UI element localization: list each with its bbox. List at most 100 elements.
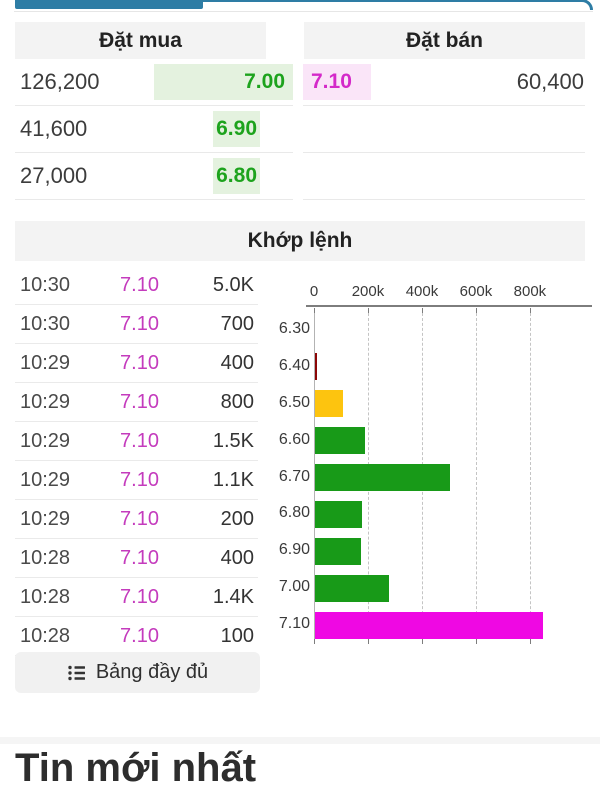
trade-time: 10:29	[20, 429, 71, 452]
buy-price: 7.00	[244, 70, 285, 93]
trade-time: 10:28	[20, 624, 71, 647]
trade-time: 10:29	[20, 351, 71, 374]
tab-strip-divider	[14, 11, 593, 12]
trade-time: 10:28	[20, 546, 71, 569]
price-level-label: 6.50	[278, 393, 310, 411]
buy-side: 126,200 7.00	[15, 59, 293, 106]
volume-bar	[315, 427, 365, 455]
trade-row: 10:29 7.10 1.1K	[15, 461, 258, 500]
trade-volume: 800	[220, 390, 254, 413]
trade-row: 10:28 7.10 400	[15, 539, 258, 578]
full-board-button-label: Bảng đầy đủ	[95, 661, 209, 683]
buy-price-cell[interactable]: 6.90	[213, 111, 260, 147]
trade-price: 7.10	[120, 390, 159, 413]
axis-tick	[367, 308, 369, 313]
axis-tick	[475, 308, 477, 313]
trade-time: 10:29	[20, 507, 71, 530]
price-level-label: 6.60	[278, 430, 310, 448]
x-axis-labels: 0 200k 400k 600k 800k	[310, 283, 592, 301]
price-level-label: 6.70	[278, 467, 310, 485]
full-board-button[interactable]: Bảng đầy đủ	[15, 652, 260, 693]
buy-price: 6.90	[216, 117, 257, 140]
volume-bar	[315, 464, 450, 491]
x-tick-label: 800k	[513, 283, 547, 300]
trade-volume: 200	[220, 507, 254, 530]
trade-price: 7.10	[120, 468, 159, 491]
trade-volume: 5.0K	[212, 273, 254, 296]
buy-side: 27,000 6.80	[15, 153, 293, 200]
trade-row: 10:29 7.10 1.5K	[15, 422, 258, 461]
price-level-label: 6.30	[278, 320, 310, 337]
trade-price: 7.10	[120, 507, 159, 530]
trade-row: 10:28 7.10 1.4K	[15, 578, 258, 617]
news-heading: Tin mới nhất	[15, 746, 257, 790]
price-level-label: 7.10	[278, 615, 310, 632]
order-book-row: 27,000 6.80	[15, 153, 585, 200]
trade-volume: 1.5K	[212, 429, 254, 452]
axis-tick	[314, 308, 315, 313]
buy-volume: 27,000	[20, 163, 88, 188]
trade-time: 10:30	[20, 312, 71, 335]
gridline	[529, 308, 531, 639]
list-icon	[67, 663, 87, 683]
selected-tab-segment[interactable]	[15, 0, 203, 9]
volume-bar	[315, 611, 544, 639]
axis-tick	[314, 639, 315, 644]
order-book-header: Đặt mua Đặt bán	[15, 22, 585, 59]
buy-price: 6.80	[216, 164, 257, 187]
trade-row: 10:29 7.10 800	[15, 383, 258, 422]
unselected-tab-segment[interactable]	[203, 0, 593, 10]
x-tick-label: 600k	[459, 283, 493, 300]
trade-row: 10:28 7.10 100	[15, 617, 258, 656]
sell-side	[303, 106, 585, 153]
trade-row: 10:30 7.10 700	[15, 305, 258, 344]
buy-price-cell[interactable]: 6.80	[213, 158, 260, 194]
trade-price: 7.10	[120, 312, 159, 335]
volume-bar	[315, 574, 390, 602]
trade-price: 7.10	[120, 273, 159, 296]
buy-volume: 41,600	[20, 116, 88, 141]
x-tick-label: 200k	[351, 283, 385, 300]
buy-column-header: Đặt mua	[15, 22, 266, 59]
trade-volume: 1.1K	[212, 468, 254, 491]
trade-volume: 400	[220, 546, 254, 569]
gridline	[475, 308, 477, 639]
sell-price-cell[interactable]: 7.10	[303, 64, 371, 100]
trade-volume: 100	[220, 624, 254, 647]
sell-volume: 60,400	[516, 69, 584, 94]
buy-price-cell[interactable]: 7.00	[154, 64, 293, 100]
price-level-label: 6.80	[278, 504, 310, 522]
trade-volume: 700	[220, 312, 254, 335]
trade-volume: 1.4K	[212, 585, 254, 608]
chart-plot-area	[314, 308, 592, 644]
trade-price: 7.10	[120, 546, 159, 569]
trade-time: 10:28	[20, 585, 71, 608]
trade-row: 10:30 7.10 5.0K	[15, 266, 258, 305]
sell-column-header: Đặt bán	[304, 22, 585, 59]
order-book-rows: 126,200 7.00 7.10 60,400 41,600 6.90	[15, 59, 585, 200]
sell-side	[303, 153, 585, 200]
trade-row: 10:29 7.10 400	[15, 344, 258, 383]
price-volume-chart: 0 200k 400k 600k 800k 6.30 6.40 6.50 6.60 6.70 6.…	[270, 283, 598, 663]
axis-tick	[475, 639, 477, 644]
volume-bar	[315, 537, 361, 565]
matched-orders-title: Khớp lệnh	[15, 221, 585, 261]
trade-price: 7.10	[120, 351, 159, 374]
volume-bar	[315, 353, 317, 381]
price-level-labels: 6.30 6.40 6.50 6.60 6.70 6.80 6.90 7.00 7.10	[270, 283, 310, 663]
trade-volume: 400	[220, 351, 254, 374]
price-level-label: 6.90	[278, 541, 310, 559]
axis-tick	[367, 639, 369, 644]
trade-price: 7.10	[120, 624, 159, 647]
sell-price: 7.10	[311, 70, 352, 93]
trade-price: 7.10	[120, 429, 159, 452]
buy-volume: 126,200	[20, 69, 100, 94]
x-tick-label: 0	[309, 283, 319, 300]
order-book-row: 41,600 6.90	[15, 106, 585, 153]
volume-bar	[315, 500, 363, 528]
trade-time: 10:29	[20, 390, 71, 413]
trade-list: 10:30 7.10 5.0K 10:30 7.10 700 10:29 7.1…	[15, 266, 258, 656]
axis-tick	[421, 639, 423, 644]
axis-tick	[421, 308, 423, 313]
x-axis-line	[306, 305, 592, 307]
